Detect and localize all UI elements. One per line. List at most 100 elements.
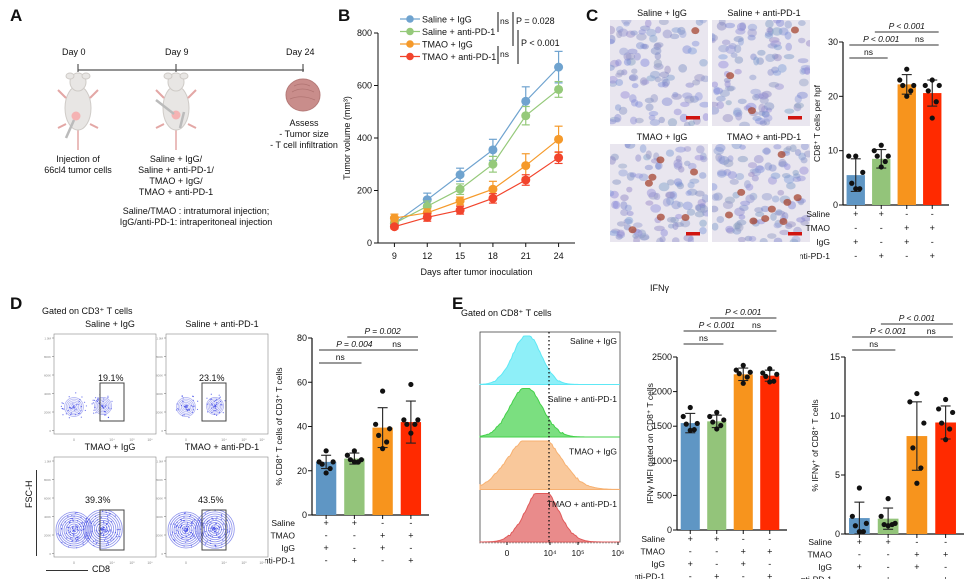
data-point	[323, 470, 329, 476]
y-axis-label: CD8⁺ T cells per hpf	[812, 84, 822, 162]
nucleus	[712, 222, 719, 231]
event-dot	[93, 399, 96, 402]
nucleus	[759, 238, 768, 242]
nucleus	[655, 26, 662, 34]
event-dot	[211, 403, 213, 405]
nucleus	[726, 227, 735, 234]
event-dot	[177, 532, 180, 534]
event-dot	[104, 529, 107, 531]
syringe-icon	[155, 99, 175, 115]
nucleus	[675, 181, 684, 188]
treatment-sign: -	[353, 543, 356, 553]
nucleus	[664, 65, 671, 74]
nucleus	[669, 190, 678, 200]
event-dot	[67, 515, 69, 517]
nucleus	[673, 108, 682, 116]
nucleus	[791, 235, 801, 242]
nucleus	[616, 69, 625, 76]
nucleus	[777, 189, 785, 196]
event-dot	[204, 543, 206, 545]
nucleus	[724, 22, 736, 29]
x-tick-label: 12	[422, 251, 432, 261]
nucleus	[715, 153, 723, 162]
stat-label: ns	[699, 333, 708, 343]
nucleus	[712, 183, 718, 191]
bar	[935, 422, 956, 534]
event-dot	[216, 402, 218, 404]
timeline-graphic	[57, 64, 321, 150]
event-dot	[208, 520, 210, 522]
event-dot	[184, 541, 187, 543]
event-dot	[80, 525, 82, 528]
event-dot	[215, 403, 218, 406]
ihc-image-tmao-antipd1	[712, 144, 810, 242]
nucleus	[624, 204, 632, 212]
nucleus	[623, 218, 633, 225]
event-dot	[100, 527, 102, 530]
nucleus	[761, 90, 772, 98]
event-dot	[78, 400, 80, 403]
event-dot	[69, 407, 71, 409]
treatment-sign: +	[380, 543, 385, 553]
event-dot	[71, 526, 74, 528]
nucleus	[654, 42, 664, 48]
x-tick-label: 0	[185, 438, 187, 442]
nucleus	[767, 43, 778, 49]
contour	[211, 402, 219, 410]
y-tick-label: 800	[357, 28, 372, 38]
nucleus	[655, 161, 663, 170]
data-point	[747, 369, 753, 375]
treatment-sign: -	[689, 572, 692, 579]
nucleus	[694, 211, 705, 218]
nucleus	[772, 70, 782, 76]
nucleus	[764, 30, 773, 37]
step3-text: Assess - Tumor size - T cell infiltratio…	[270, 118, 338, 150]
step1-text: Injection of 66cl4 tumor cells	[44, 154, 112, 175]
stat-label: P < 0.001	[863, 34, 900, 44]
treatment-row-label: TMAO	[270, 531, 295, 541]
nucleus	[798, 78, 809, 87]
event-dot	[103, 522, 105, 524]
event-dot	[190, 544, 192, 546]
nucleus	[679, 29, 687, 39]
treatment-row-label: Anti-PD-1	[635, 572, 665, 579]
flow-percent-3: 43.5%	[198, 495, 224, 505]
nucleus	[646, 75, 656, 82]
event-dot	[65, 413, 67, 415]
data-point	[885, 523, 891, 529]
event-dot	[221, 529, 223, 531]
treatment-sign: +	[352, 556, 357, 566]
ihc-image-tmao-igg	[610, 144, 708, 242]
event-dot	[191, 546, 193, 548]
flow-title-2: TMAO + IgG	[84, 442, 136, 452]
y-tick-label: 1500	[652, 421, 672, 431]
data-point	[351, 459, 357, 465]
nucleus	[683, 121, 691, 126]
x-tick-label: 0	[505, 548, 510, 558]
event-dot	[92, 402, 94, 404]
event-dot	[72, 406, 74, 409]
treatment-sign: -	[325, 531, 328, 541]
event-dot	[98, 523, 100, 525]
event-dot	[95, 529, 97, 531]
legend-label: TMAO + IgG	[422, 40, 473, 50]
nucleus	[610, 34, 616, 44]
event-dot	[76, 537, 78, 539]
stat-label: P < 0.001	[699, 320, 736, 330]
event-dot	[100, 404, 103, 406]
nucleus	[671, 200, 681, 210]
event-dot	[92, 520, 94, 522]
nucleus	[662, 78, 671, 87]
event-dot	[60, 405, 62, 407]
event-dot	[208, 527, 210, 529]
nucleus	[694, 204, 702, 212]
event-dot	[205, 541, 207, 544]
flow-percent-1: 23.1%	[199, 373, 225, 383]
nucleus	[626, 186, 633, 193]
event-dot	[80, 416, 82, 418]
nucleus	[615, 59, 622, 67]
event-dot	[180, 525, 183, 527]
data-point	[384, 439, 390, 445]
nucleus	[784, 31, 792, 40]
data-point	[740, 380, 746, 386]
